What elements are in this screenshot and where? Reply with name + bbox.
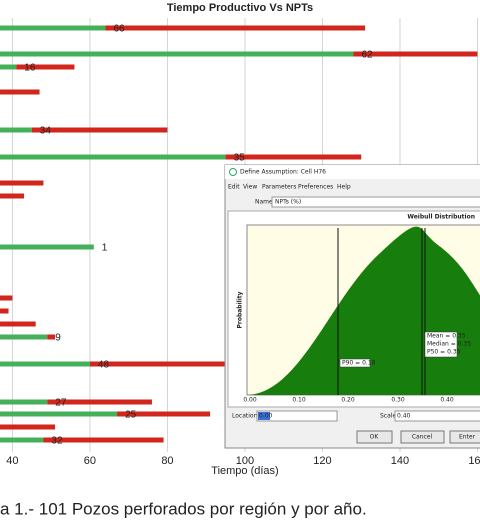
label-box: [339, 358, 371, 368]
x-tick-label: 60: [84, 455, 96, 467]
bar-label: 9: [55, 333, 61, 344]
bar-segment: [31, 127, 168, 133]
bar-segment: [0, 424, 56, 430]
bar-segment: [117, 411, 211, 417]
bar-label: 1: [102, 243, 108, 254]
scale-value: 0.40: [397, 413, 411, 420]
bar-segment: [0, 308, 9, 314]
name-label: Name:: [255, 199, 275, 206]
bar-label: 16: [24, 63, 36, 74]
dialog-title: Define Assumption: Cell H76: [240, 169, 326, 176]
bar-segment: [0, 25, 106, 31]
menu-item[interactable]: Edit: [228, 184, 240, 191]
menu-item[interactable]: View: [243, 184, 257, 191]
stat-label: Mean = 0.35: [427, 333, 466, 340]
bar-label: 32: [51, 436, 63, 447]
x-axis-title: Tiempo (días): [211, 465, 278, 477]
button-label[interactable]: Cancel: [412, 434, 433, 441]
x-tick-label: 100: [236, 455, 254, 467]
dist-tick: 0.40: [440, 397, 454, 404]
bar-label: 34: [40, 126, 52, 137]
bar-segment: [0, 180, 44, 186]
x-tick-label: 80: [161, 455, 173, 467]
dist-tick: 0.00: [243, 397, 257, 404]
label-box: [424, 331, 458, 358]
bar-segment: [0, 334, 48, 340]
bar-segment: [47, 399, 152, 405]
scale-field[interactable]: [394, 410, 480, 422]
bar-segment: [0, 64, 17, 70]
p90-label: P90 = 0.18: [342, 360, 376, 367]
bar-segment: [0, 51, 354, 57]
location-field[interactable]: [256, 410, 338, 422]
menu-item[interactable]: Parameters: [262, 184, 296, 191]
location-value: 0.00: [259, 413, 273, 420]
x-tick-label: 140: [391, 455, 409, 467]
dialog: Define Assumption: Cell H76 Edit View Pa…: [224, 164, 480, 449]
dist-tick: 0.10: [292, 397, 306, 404]
name-field[interactable]: [271, 196, 480, 208]
bar-segment: [89, 361, 226, 367]
caption: a 1.- 101 Pozos perforados por región y …: [0, 499, 367, 518]
stat-label: P50 = 0.35: [427, 349, 461, 356]
button[interactable]: [356, 430, 393, 444]
y-label: Probability: [237, 291, 244, 328]
bar-segment: [47, 334, 56, 340]
dist-title: Weibull Distribution: [407, 214, 475, 221]
stat-label: Median = 0.35: [427, 341, 471, 348]
bar-segment: [0, 244, 94, 250]
bar-segment: [0, 361, 90, 367]
location-label: Location: [232, 413, 258, 420]
chart-title: Tiempo Productivo Vs NPTs: [167, 2, 313, 14]
bar-label: 25: [125, 410, 137, 421]
app-icon: [229, 168, 237, 176]
menu-item[interactable]: Help: [337, 184, 351, 191]
bar-label: 48: [98, 360, 110, 371]
bar-label: 66: [113, 24, 125, 35]
bar-segment: [0, 321, 36, 327]
button-label[interactable]: OK: [370, 434, 380, 441]
dist-tick: 0.20: [341, 397, 355, 404]
bar-segment: [0, 89, 40, 95]
x-tick-label: 160: [468, 455, 480, 467]
scale-label: Scale: [380, 413, 396, 420]
bar-segment: [353, 51, 478, 57]
x-tick-label: 120: [313, 455, 331, 467]
selection: [258, 412, 270, 420]
name-value: NPTs (%): [275, 199, 301, 206]
bar-segment: [0, 295, 13, 301]
menu-item[interactable]: Preferences: [298, 184, 333, 191]
bar-segment: [105, 25, 366, 31]
bar-segment: [0, 437, 44, 443]
x-tick-label: 40: [6, 455, 18, 467]
bar-label: 62: [361, 50, 373, 61]
bar-label: 27: [55, 398, 67, 409]
button[interactable]: [400, 430, 445, 444]
button-label[interactable]: Enter: [459, 434, 476, 441]
bar-segment: [0, 411, 118, 417]
bar-segment: [0, 399, 48, 405]
bar-segment: [0, 154, 226, 160]
bar-segment: [43, 437, 164, 443]
bar-segment: [0, 127, 32, 133]
bar-segment: [225, 154, 362, 160]
button[interactable]: [449, 430, 480, 444]
bar-segment: [16, 64, 75, 70]
bar-segment: [0, 193, 25, 199]
bar-label: 35: [234, 153, 246, 164]
title-bar: [225, 165, 480, 179]
dist-tick: 0.30: [391, 397, 405, 404]
